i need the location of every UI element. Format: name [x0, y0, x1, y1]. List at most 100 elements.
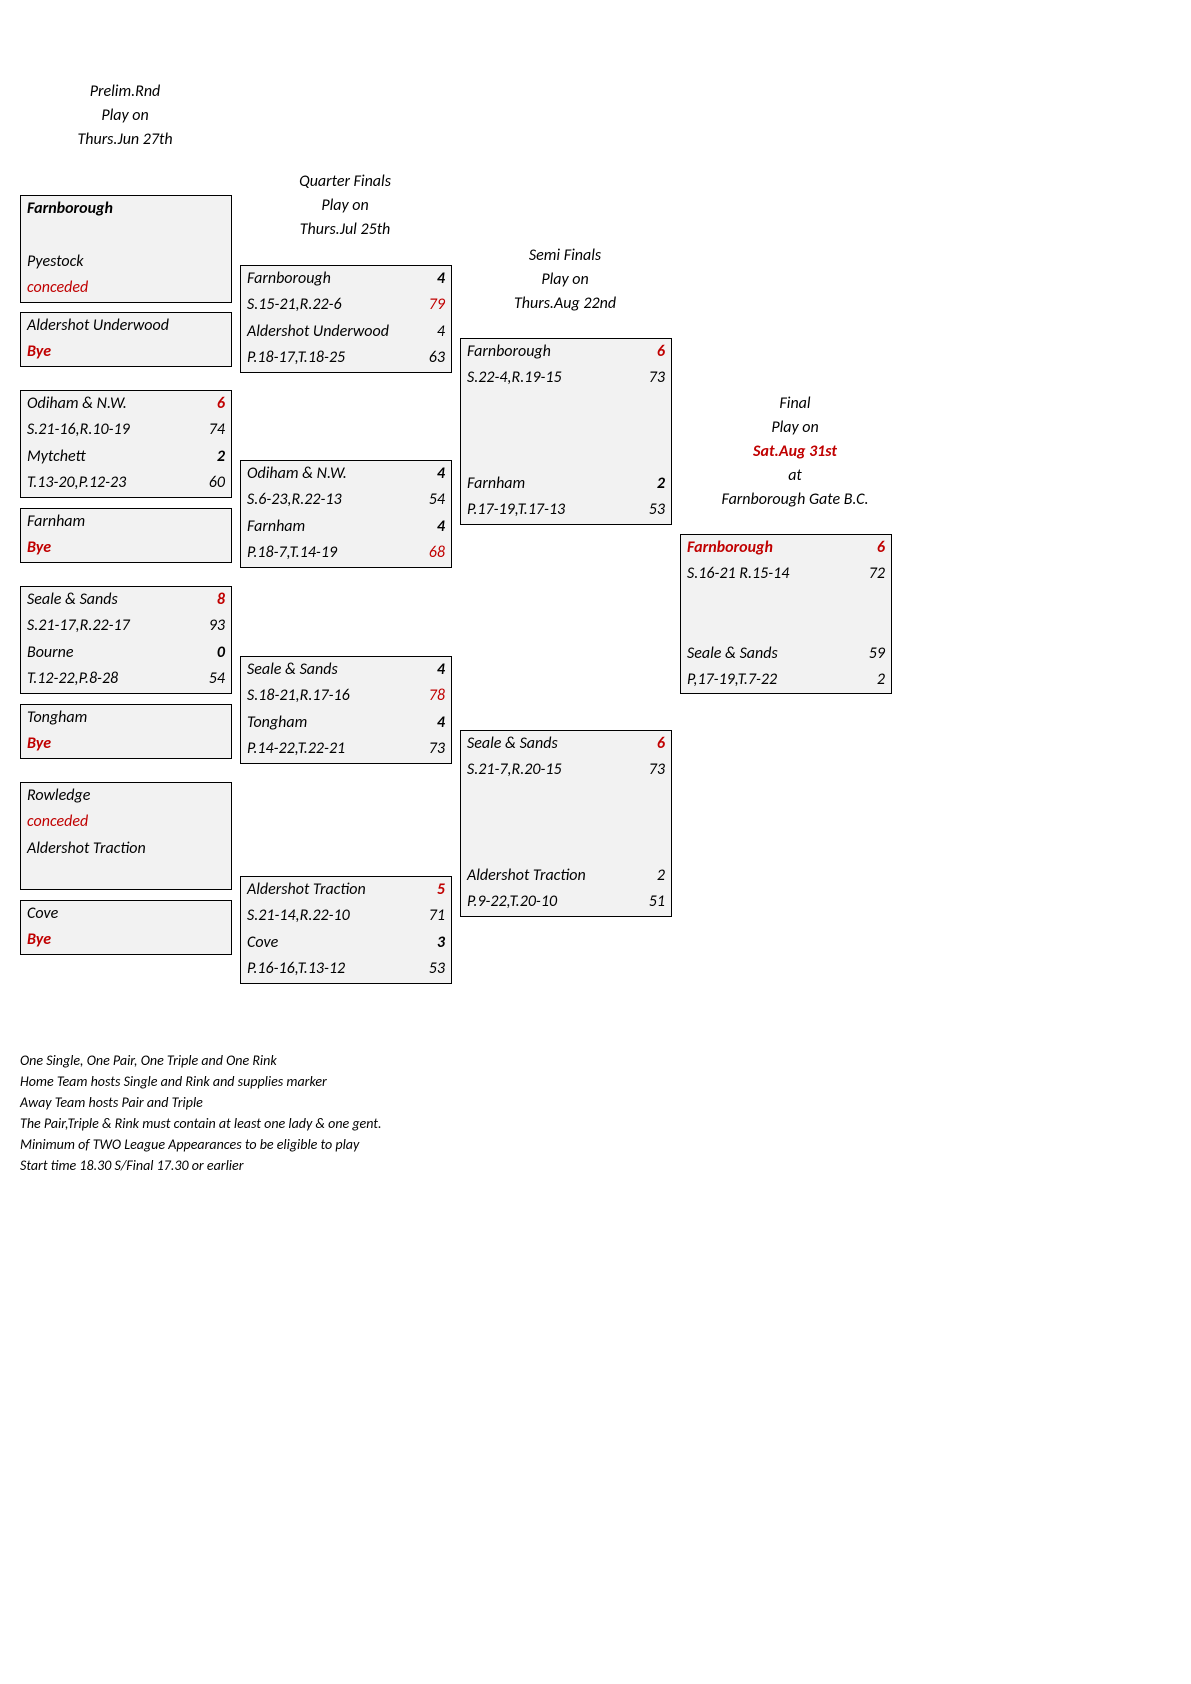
- bracket-row: S.18-21,R.17-1678: [241, 683, 451, 709]
- row-team: Aldershot Traction: [467, 865, 629, 887]
- row-score: [849, 590, 885, 612]
- row-team: [467, 786, 629, 808]
- row-team: conceded: [27, 277, 189, 299]
- bracket-row: Pyestock: [21, 249, 231, 275]
- bracket-box: Aldershot UnderwoodBye: [20, 312, 232, 367]
- row-score: 51: [629, 891, 665, 913]
- row-team: Farnborough: [467, 341, 629, 363]
- bracket-row: Seale & Sands59: [681, 641, 891, 667]
- bracket-row: Aldershot Underwood4: [241, 319, 451, 345]
- note-line: Start time 18.30 S/Final 17.30 or earlie…: [20, 1155, 920, 1176]
- bracket-box: Odiham & N.W.4S.6-23,R.22-1354Farnham4P.…: [240, 460, 452, 568]
- header-line: Play on: [20, 104, 230, 128]
- bracket-row: Seale & Sands4: [241, 657, 451, 683]
- row-team: S.21-16,R.10-19: [27, 419, 189, 441]
- row-score: [189, 315, 225, 337]
- row-team: P.18-7,T.14-19: [247, 542, 409, 564]
- row-score: 53: [629, 499, 665, 521]
- row-score: 68: [409, 542, 445, 564]
- row-team: Cove: [27, 903, 189, 925]
- bracket-row: Mytchett2: [21, 444, 231, 470]
- row-score: [189, 277, 225, 299]
- row-team: [467, 420, 629, 442]
- row-team: S.21-7,R.20-15: [467, 759, 629, 781]
- row-team: Farnborough: [247, 268, 409, 290]
- sf-header: Semi FinalsPlay onThurs.Aug 22nd: [460, 244, 670, 316]
- qf-header: Quarter FinalsPlay onThurs.Jul 25th: [240, 170, 450, 242]
- row-score: 6: [629, 341, 665, 363]
- row-score: 6: [629, 733, 665, 755]
- row-team: P.14-22,T.22-21: [247, 738, 409, 760]
- row-score: 74: [189, 419, 225, 441]
- header-line: Thurs.Aug 22nd: [460, 292, 670, 316]
- note-line: Minimum of TWO League Appearances to be …: [20, 1134, 920, 1155]
- bracket-row: Cove3: [241, 930, 451, 956]
- row-score: 78: [409, 685, 445, 707]
- row-score: 3: [409, 932, 445, 954]
- row-score: [189, 198, 225, 220]
- row-team: [27, 864, 189, 886]
- row-score: 63: [409, 347, 445, 369]
- row-score: [629, 786, 665, 808]
- bracket-row: S.22-4,R.19-1573: [461, 365, 671, 391]
- row-score: [189, 838, 225, 860]
- row-team: S.22-4,R.19-15: [467, 367, 629, 389]
- bracket-box: Farnborough6S.16-21 R.15-1472 Seale & Sa…: [680, 534, 892, 694]
- row-team: P.17-19,T.17-13: [467, 499, 629, 521]
- row-team: Farnham: [247, 516, 409, 538]
- row-score: 59: [849, 643, 885, 665]
- row-score: 54: [409, 489, 445, 511]
- header-line: Farnborough Gate B.C.: [680, 488, 910, 512]
- bracket-row: Bye: [21, 927, 231, 953]
- header-line: Final: [680, 392, 910, 416]
- final-header: FinalPlay onSat.Aug 31statFarnborough Ga…: [680, 392, 910, 512]
- row-score: [189, 707, 225, 729]
- bracket-row: Aldershot Traction: [21, 836, 231, 862]
- row-team: S.6-23,R.22-13: [247, 489, 409, 511]
- bracket-row: Farnborough4: [241, 266, 451, 292]
- bracket-row: [461, 837, 671, 863]
- row-score: [189, 733, 225, 755]
- bracket-row: S.6-23,R.22-1354: [241, 487, 451, 513]
- bracket-row: [21, 222, 231, 248]
- bracket-box: RowledgeconcededAldershot Traction: [20, 782, 232, 890]
- note-line: The Pair,Triple & Rink must contain at l…: [20, 1113, 920, 1134]
- bracket-row: S.15-21,R.22-679: [241, 292, 451, 318]
- row-team: Farnborough: [27, 198, 189, 220]
- row-team: S.15-21,R.22-6: [247, 294, 409, 316]
- row-score: 2: [849, 669, 885, 691]
- row-team: Bye: [27, 929, 189, 951]
- row-team: Aldershot Underwood: [247, 321, 409, 343]
- bracket-row: Tongham4: [241, 710, 451, 736]
- row-team: T.13-20,P.12-23: [27, 472, 189, 494]
- note-line: Away Team hosts Pair and Triple: [20, 1092, 920, 1113]
- row-score: [189, 903, 225, 925]
- row-score: 4: [409, 659, 445, 681]
- row-score: [629, 812, 665, 834]
- bracket-row: [461, 392, 671, 418]
- row-team: Aldershot Traction: [27, 838, 189, 860]
- row-score: 73: [629, 367, 665, 389]
- row-score: [629, 447, 665, 469]
- row-team: S.21-14,R.22-10: [247, 905, 409, 927]
- bracket-row: S.21-7,R.20-1573: [461, 757, 671, 783]
- header-line: Semi Finals: [460, 244, 670, 268]
- row-score: 6: [849, 537, 885, 559]
- row-score: [189, 785, 225, 807]
- prelim-header: Prelim.RndPlay onThurs.Jun 27th: [20, 80, 230, 152]
- row-team: Seale & Sands: [27, 589, 189, 611]
- row-team: S.18-21,R.17-16: [247, 685, 409, 707]
- row-score: 2: [629, 473, 665, 495]
- row-team: [27, 224, 189, 246]
- row-team: P,17-19,T.7-22: [687, 669, 849, 691]
- row-score: 60: [189, 472, 225, 494]
- bracket-row: [461, 784, 671, 810]
- header-line: Prelim.Rnd: [20, 80, 230, 104]
- row-team: Farnborough: [687, 537, 849, 559]
- row-team: Bye: [27, 537, 189, 559]
- row-team: Tongham: [27, 707, 189, 729]
- row-score: [629, 839, 665, 861]
- row-score: 53: [409, 958, 445, 980]
- header-line: Thurs.Jun 27th: [20, 128, 230, 152]
- bracket-row: S.21-16,R.10-1974: [21, 417, 231, 443]
